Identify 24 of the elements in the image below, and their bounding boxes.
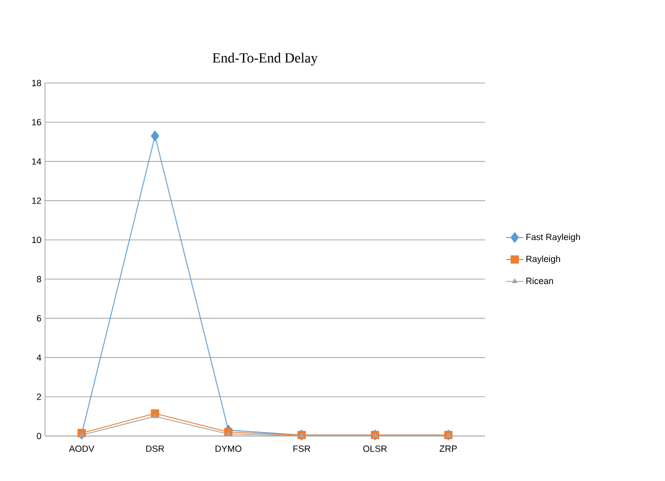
x-tick-label: FSR: [293, 446, 310, 452]
y-tick-label: 2: [36, 394, 42, 400]
point: [226, 431, 231, 436]
x-tick-label: OLSR: [363, 446, 387, 452]
y-tick-label: 16: [32, 119, 42, 126]
x-tick-label: ZRP: [440, 446, 457, 452]
y-tick-label: 4: [36, 354, 42, 361]
y-tick-label: 8: [36, 276, 42, 282]
x-tick-label: DYMO: [216, 446, 242, 452]
y-tick-label: 6: [36, 315, 42, 322]
point: [152, 413, 158, 418]
y-tick-label: 14: [32, 158, 42, 165]
x-tick-label: AODV: [68, 446, 94, 452]
y-tick-label: 12: [32, 198, 42, 204]
legend-label: Ricean: [526, 277, 554, 284]
y-tick-label: 18: [32, 80, 42, 86]
chart-title: End-To-End Delay: [212, 52, 318, 66]
legend-label: Fast Rayleigh: [526, 234, 580, 242]
point: [79, 432, 84, 437]
point: [150, 130, 160, 142]
legend-label: Rayleigh: [526, 256, 560, 264]
y-tick-label: 0: [36, 432, 42, 440]
y-tick-label: 10: [32, 236, 42, 244]
x-tick-label: DSR: [146, 446, 164, 452]
